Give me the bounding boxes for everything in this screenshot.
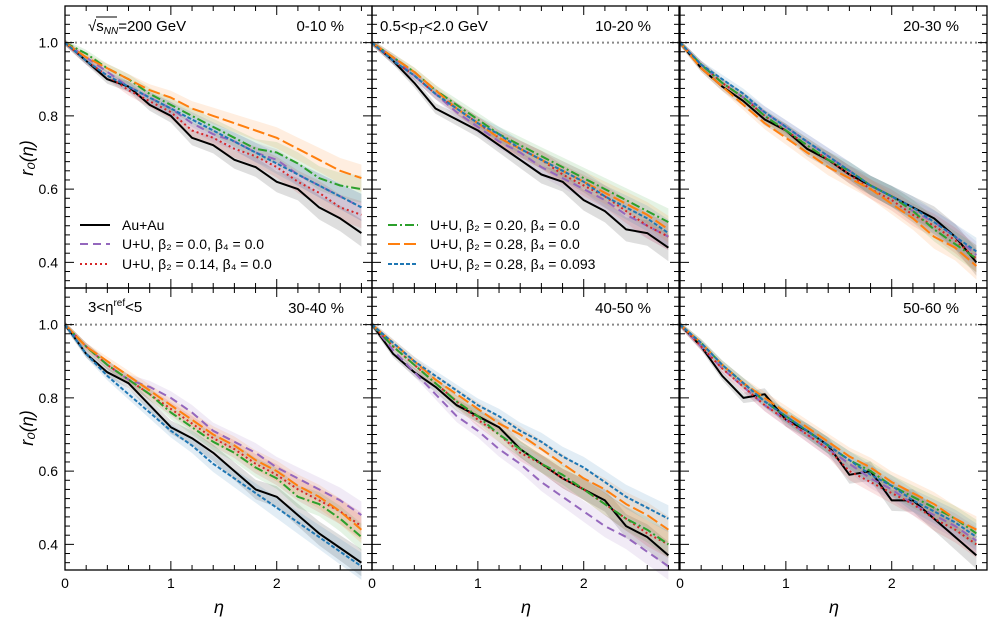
x-tick-label: 2 <box>888 575 896 591</box>
ylabel-bottom: r₀(η) <box>17 410 37 446</box>
uncertainty-band <box>372 321 669 580</box>
centrality-label: 10-20 % <box>595 18 651 35</box>
series-line <box>371 41 669 238</box>
uncertainty-band <box>372 39 669 247</box>
series-line <box>679 41 977 253</box>
legend-right: U+U, β₂ = 0.20, β₄ = 0.0 U+U, β₂ = 0.28,… <box>388 217 596 272</box>
series-line <box>64 41 362 180</box>
legend-label-b2-028: U+U, β₂ = 0.28, β₄ = 0.0 <box>430 236 580 252</box>
series-line <box>679 323 977 535</box>
x-tick-label: 2 <box>273 575 281 591</box>
eta-ref-label: 3<ηref<5 <box>88 298 142 316</box>
uncertainty-band <box>680 39 977 276</box>
uncertainty-band <box>680 321 977 558</box>
x-tick-label: 1 <box>474 575 482 591</box>
uncertainty-band <box>65 39 362 247</box>
xlabel-col2: η <box>521 597 531 617</box>
series-line <box>64 323 363 531</box>
y-tick-label: 1.0 <box>39 317 59 333</box>
xlabel-col3: η <box>829 597 839 617</box>
uncertainty-band <box>65 321 362 529</box>
axes-layer: 0.4 0.6 0.8 1.0 0-10 % 10-20 % 20-30 % 0.4 0.6 0.… <box>39 5 988 591</box>
uncertainty-band <box>372 321 669 533</box>
legend-label-b2-028-b4: U+U, β₂ = 0.28, β₄ = 0.093 <box>430 256 596 272</box>
panel-frame <box>371 287 680 571</box>
series-line <box>64 323 362 516</box>
series-line <box>64 324 362 564</box>
uncertainty-band <box>680 321 977 555</box>
centrality-label: 40-50 % <box>595 300 651 317</box>
legend-label-auau: Au+Au <box>122 217 164 233</box>
centrality-label: 0-10 % <box>296 18 344 35</box>
uncertainty-band <box>65 39 362 222</box>
series-line <box>371 323 669 546</box>
panel-frame <box>679 287 988 571</box>
series-line <box>64 323 363 538</box>
uncertainty-band <box>65 39 362 203</box>
uncertainty-band <box>372 39 669 251</box>
centrality-label: 20-30 % <box>903 18 959 35</box>
uncertainty-band <box>372 39 669 243</box>
y-tick-label: 0.4 <box>39 536 59 552</box>
y-tick-label: 0.8 <box>39 390 59 406</box>
y-tick-label: 1.0 <box>39 35 59 51</box>
uncertainty-band <box>372 321 669 569</box>
series-line <box>679 323 977 538</box>
series-line <box>64 41 362 209</box>
x-tick-label: 1 <box>167 575 175 591</box>
series-line <box>64 41 362 234</box>
x-tick-label: 0 <box>368 575 376 591</box>
y-tick-label: 0.6 <box>39 181 59 197</box>
y-tick-label: 0.6 <box>39 463 59 479</box>
x-tick-label: 0 <box>676 575 684 591</box>
uncertainty-band <box>372 321 669 544</box>
y-tick-label: 0.8 <box>39 108 59 124</box>
uncertainty-band <box>680 39 977 265</box>
series-line <box>371 41 669 249</box>
series-line <box>679 323 977 546</box>
x-tick-label: 1 <box>782 575 790 591</box>
y-tick-label: 0.4 <box>39 254 59 270</box>
series-line <box>371 323 669 520</box>
ylabel-top: r₀(η) <box>17 140 37 176</box>
uncertainty-band <box>372 321 669 558</box>
x-tick-label: 2 <box>580 575 588 591</box>
x-tick-label: 0 <box>61 575 69 591</box>
series-line <box>371 323 669 531</box>
series-line <box>64 324 362 568</box>
series-line <box>371 323 669 568</box>
legend-label-b2-020: U+U, β₂ = 0.20, β₄ = 0.0 <box>430 217 580 233</box>
uncertainty-band <box>680 321 977 551</box>
xlabel-col1: η <box>214 597 224 617</box>
series-line <box>371 323 669 546</box>
series-line <box>64 41 362 209</box>
legend-left: Au+Au U+U, β₂ = 0.0, β₄ = 0.0 U+U, β₂ = … <box>80 217 272 272</box>
uncertainty-band <box>65 321 362 551</box>
series-line <box>679 41 978 267</box>
legend-label-b2-014: U+U, β₂ = 0.14, β₄ = 0.0 <box>122 256 272 272</box>
series-line <box>371 41 669 234</box>
uncertainty-band <box>65 39 362 222</box>
uncertainty-band <box>65 321 362 577</box>
uncertainty-band <box>372 321 669 558</box>
lines-layer <box>64 41 987 568</box>
energy-label: √sNN=200 GeV <box>88 18 186 37</box>
centrality-label: 50-60 % <box>903 300 959 317</box>
series-line <box>679 41 977 260</box>
legend-label-b2-0: U+U, β₂ = 0.0, β₄ = 0.0 <box>122 236 264 252</box>
uncertainty-band <box>372 39 669 251</box>
series-line <box>371 41 669 223</box>
pt-range-label: 0.5<pT<2.0 GeV <box>380 18 488 37</box>
centrality-label: 30-40 % <box>288 300 344 317</box>
